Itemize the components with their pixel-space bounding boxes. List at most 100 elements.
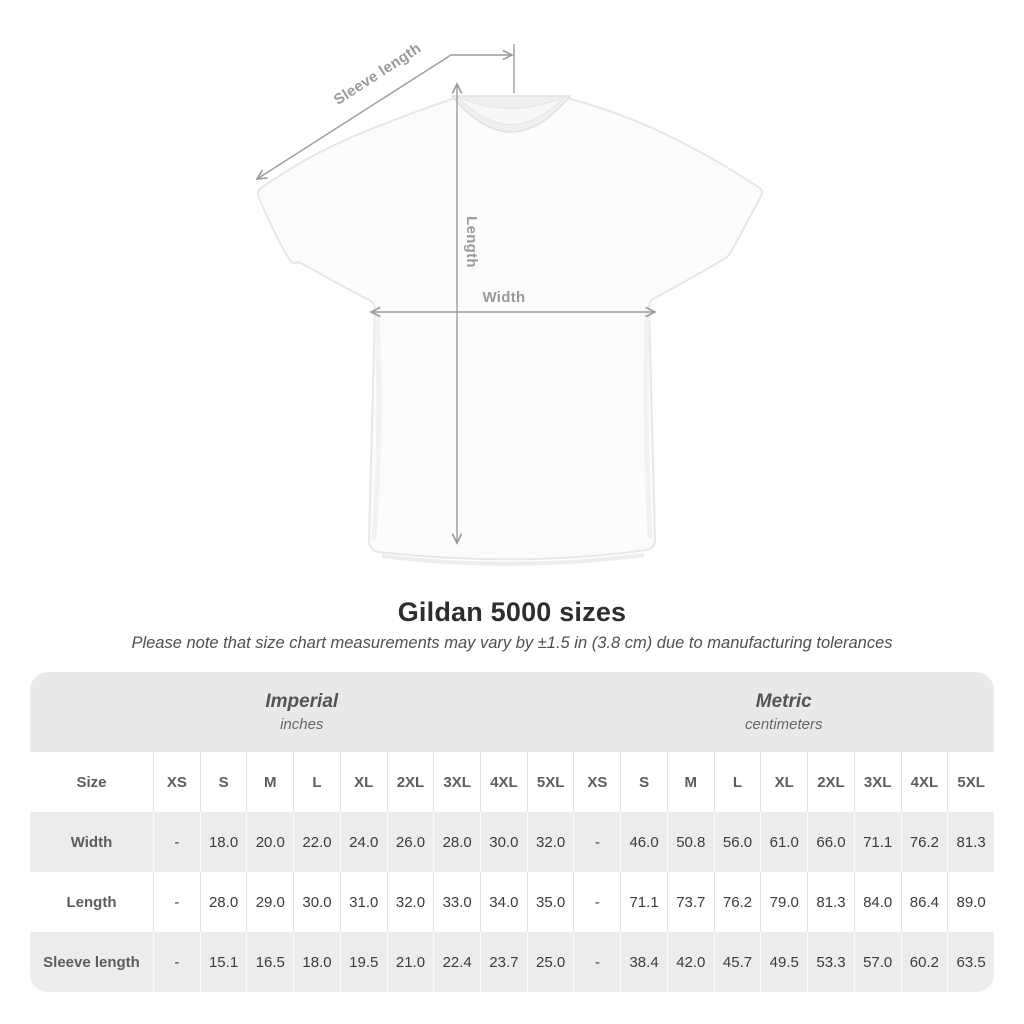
row-label-length: Length [66, 893, 117, 911]
row-label-sleeve-length: Sleeve length [43, 953, 140, 971]
measurement-cell: 18.0 [293, 932, 340, 992]
measurement-cell: 89.0 [947, 872, 994, 932]
measurement-cell: - [573, 812, 620, 872]
measurement-cell: 50.8 [666, 812, 714, 872]
width-label: Width [482, 289, 525, 306]
size-column-header: 5XL [526, 752, 574, 812]
measurement-cell: 35.0 [526, 872, 574, 932]
hem-shadow [381, 553, 645, 566]
measurement-cell: 79.0 [760, 872, 807, 932]
measurement-cell: 26.0 [386, 812, 434, 872]
tshirt-body [256, 97, 763, 561]
measurement-cell: 33.0 [433, 872, 480, 932]
measurement-cell: 22.4 [433, 932, 480, 992]
metric-group-header: Metric centimeters [574, 672, 995, 752]
measurement-cell: 81.3 [947, 812, 994, 872]
measurement-cell: 19.5 [339, 932, 387, 992]
measurement-cell: 57.0 [853, 932, 901, 992]
metric-label: Metric [755, 691, 812, 712]
measurement-cell: 66.0 [807, 812, 854, 872]
metric-unit: centimeters [744, 716, 823, 733]
sleeve-length-arrow [255, 49, 514, 180]
measurement-cell: 56.0 [713, 812, 761, 872]
measurement-cell: 86.4 [900, 872, 948, 932]
sleeve-length-label: Sleeve length [331, 40, 425, 109]
measurement-cell: 25.0 [526, 932, 574, 992]
measurement-cell: 24.0 [339, 812, 387, 872]
measurement-cell: 45.7 [713, 932, 761, 992]
size-column-header: 3XL [433, 752, 480, 812]
imperial-unit: inches [280, 716, 324, 733]
size-column-header: 2XL [386, 752, 434, 812]
size-column-header: L [713, 752, 761, 812]
measurement-cell: 21.0 [386, 932, 434, 992]
size-column-header: S [620, 752, 667, 812]
size-column-header: 2XL [807, 752, 854, 812]
units-header-band: Imperial inches Metric centimeters [30, 672, 994, 752]
size-column-header: XS [573, 752, 620, 812]
size-column-header: XL [339, 752, 387, 812]
body-shadow-left [371, 311, 382, 541]
measurement-cell: 42.0 [666, 932, 714, 992]
measurement-cell: 30.0 [293, 872, 340, 932]
tshirt-diagram: Sleeve length Length Width [255, 40, 763, 566]
measurement-cell: 76.2 [900, 812, 948, 872]
measurement-cell: 46.0 [620, 812, 667, 872]
size-column-header: XS [153, 752, 200, 812]
measurement-cell: 23.7 [480, 932, 527, 992]
measurement-cell: 28.0 [199, 872, 247, 932]
measurement-cell: 61.0 [760, 812, 807, 872]
imperial-label: Imperial [265, 691, 339, 712]
length-label: Length [463, 216, 480, 268]
row-label-width: Width [70, 833, 113, 851]
imperial-group-header: Imperial inches [30, 672, 574, 752]
size-column-header: M [666, 752, 714, 812]
measurement-cell: 15.1 [199, 932, 247, 992]
measurement-cell: 38.4 [620, 932, 667, 992]
measurement-cell: 71.1 [620, 872, 667, 932]
measurement-cell: 84.0 [853, 872, 901, 932]
length-row: Length -28.0 29.0 30.0 31.0 32.0 33.0 34.0 35.0… [30, 872, 994, 932]
measurement-cell: 73.7 [666, 872, 714, 932]
size-column-header: 4XL [900, 752, 948, 812]
measurement-cell: - [153, 872, 200, 932]
measurement-cell: 22.0 [293, 812, 340, 872]
size-header-row: Size XS S M L XL 2XL 3XL 4XL 5XL XS S M L XL 2XL 3XL 4XL… [30, 752, 994, 812]
measurement-cell: - [153, 932, 200, 992]
measurement-cell: 20.0 [246, 812, 293, 872]
measurement-cell: 18.0 [199, 812, 247, 872]
size-column-header: 5XL [947, 752, 994, 812]
measurement-cell: 16.5 [246, 932, 293, 992]
measurement-cell: 32.0 [386, 872, 434, 932]
size-column-header: 3XL [853, 752, 901, 812]
measurement-cell: 32.0 [526, 812, 574, 872]
measurement-cell: 63.5 [947, 932, 994, 992]
page-title: Gildan 5000 sizes [397, 597, 627, 627]
width-row: Width -18.0 20.0 22.0 24.0 26.0 28.0 30.0 32.0-… [30, 812, 994, 872]
body-shadow-right [643, 309, 653, 539]
tshirt-graphic: Sleeve length Length Width [255, 40, 763, 566]
measurement-cell: 49.5 [760, 932, 807, 992]
measurement-cell: 31.0 [339, 872, 387, 932]
tolerance-note: Please note that size chart measurements… [131, 634, 893, 652]
measurement-cell: - [153, 812, 200, 872]
measurement-cell: 29.0 [246, 872, 293, 932]
measurement-cell: - [573, 932, 620, 992]
measurement-cell: 53.3 [807, 932, 854, 992]
size-column-header: M [246, 752, 293, 812]
size-header-cell: Size [76, 773, 107, 791]
size-column-header: S [199, 752, 247, 812]
measurement-cell: - [573, 872, 620, 932]
measurement-cell: 71.1 [853, 812, 901, 872]
measurement-cell: 28.0 [433, 812, 480, 872]
size-chart-table: Imperial inches Metric centimeters Size … [30, 672, 994, 992]
measurement-cell: 34.0 [480, 872, 527, 932]
measurement-cell: 81.3 [807, 872, 854, 932]
measurement-cell: 60.2 [900, 932, 948, 992]
measurement-cell: 76.2 [713, 872, 761, 932]
size-column-header: 4XL [480, 752, 527, 812]
sleeve-length-row: Sleeve length -15.1 16.5 18.0 19.5 21.0 22.4 2… [30, 932, 994, 992]
size-column-header: L [293, 752, 340, 812]
measurement-cell: 30.0 [480, 812, 527, 872]
